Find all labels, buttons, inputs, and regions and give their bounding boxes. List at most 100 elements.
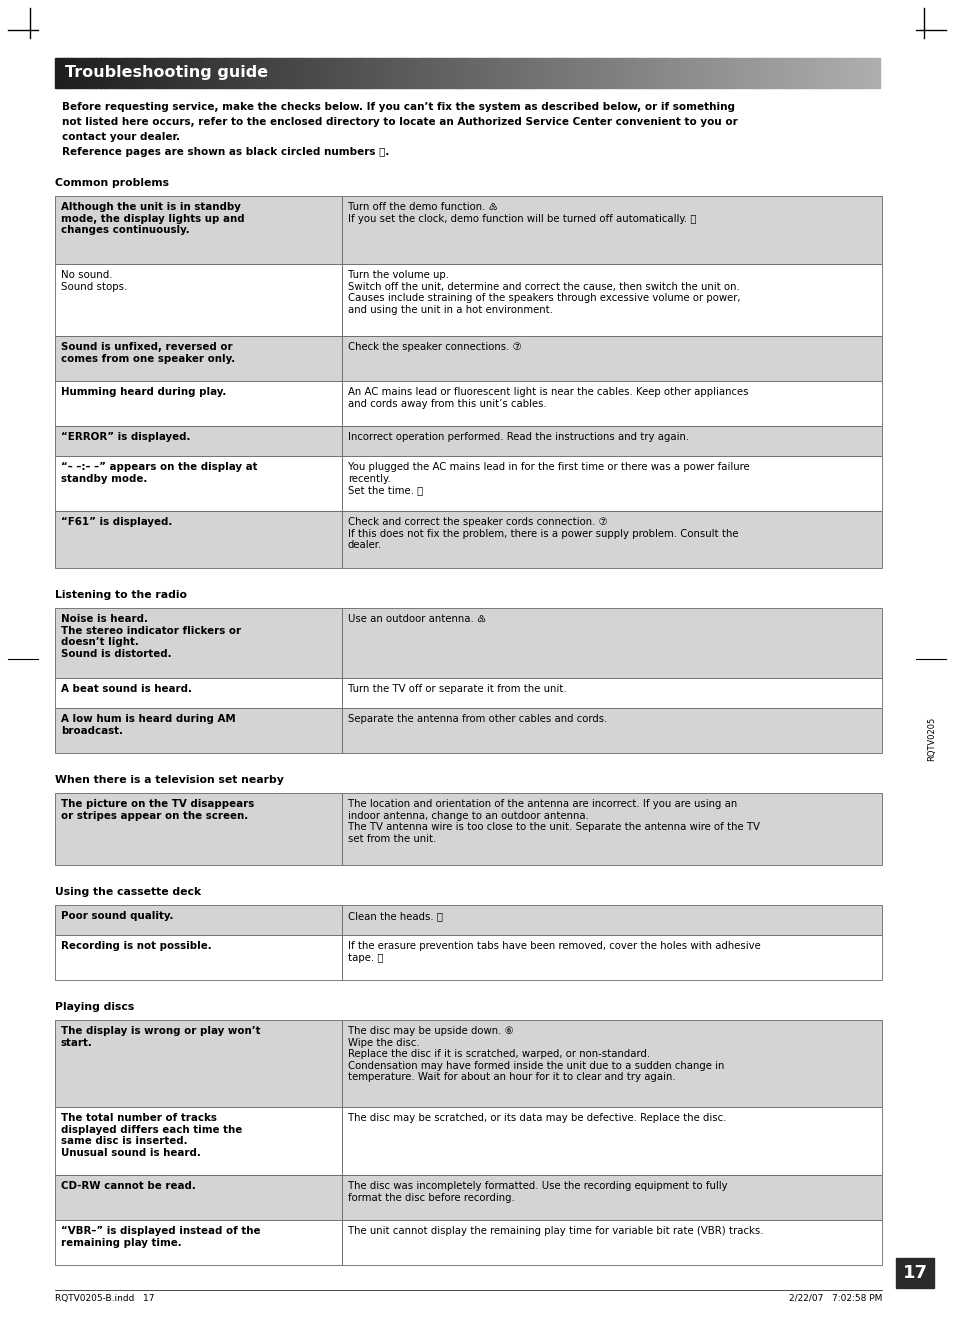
Bar	[434, 58, 438, 88]
Bar	[55, 336, 341, 381]
Bar	[834, 58, 839, 88]
Bar	[850, 58, 855, 88]
Text: A low hum is heard during AM
broadcast.: A low hum is heard during AM broadcast.	[61, 714, 235, 735]
Text: A beat sound is heard.: A beat sound is heard.	[61, 684, 192, 695]
Text: You plugged the AC mains lead in for the first time or there was a power failure: You plugged the AC mains lead in for the…	[348, 463, 749, 496]
Bar	[616, 58, 620, 88]
Bar	[517, 58, 521, 88]
Bar	[286, 58, 291, 88]
Bar	[611, 58, 616, 88]
Text: Use an outdoor antenna. ♷: Use an outdoor antenna. ♷	[348, 614, 486, 623]
Bar	[290, 58, 294, 88]
Bar	[801, 58, 805, 88]
Bar	[492, 58, 497, 88]
Bar	[55, 608, 341, 677]
Bar	[261, 58, 266, 88]
Bar	[341, 336, 882, 381]
Bar	[208, 58, 212, 88]
Bar	[632, 58, 637, 88]
Bar	[373, 58, 376, 88]
Bar	[55, 426, 341, 456]
Bar	[660, 58, 665, 88]
Bar	[451, 58, 456, 88]
Text: Turn off the demo function. ♷
If you set the clock, demo function will be turned: Turn off the demo function. ♷ If you set…	[348, 202, 696, 224]
Text: RQTV0205: RQTV0205	[926, 717, 936, 760]
Text: Playing discs: Playing discs	[55, 1002, 134, 1012]
Text: Common problems: Common problems	[55, 178, 169, 188]
Bar	[318, 58, 323, 88]
Bar	[389, 58, 394, 88]
Bar	[59, 58, 64, 88]
Bar	[174, 58, 179, 88]
Bar	[341, 934, 882, 981]
Bar	[341, 456, 882, 511]
Bar	[368, 58, 373, 88]
Bar	[298, 58, 303, 88]
Bar	[818, 58, 821, 88]
Bar	[458, 58, 463, 88]
Text: The disc may be scratched, or its data may be defective. Replace the disc.: The disc may be scratched, or its data m…	[348, 1112, 725, 1123]
Bar	[253, 58, 257, 88]
Bar	[471, 58, 476, 88]
Bar	[133, 58, 138, 88]
Text: Although the unit is in standby
mode, the display lights up and
changes continuo: Although the unit is in standby mode, th…	[61, 202, 244, 235]
Text: Clean the heads. ⑮: Clean the heads. ⑮	[348, 911, 442, 921]
Bar	[166, 58, 171, 88]
Bar	[109, 58, 113, 88]
Text: The total number of tracks
displayed differs each time the
same disc is inserted: The total number of tracks displayed dif…	[61, 1112, 242, 1157]
Bar	[541, 58, 546, 88]
Bar	[607, 58, 612, 88]
Text: Using the cassette deck: Using the cassette deck	[55, 887, 201, 898]
Bar	[341, 1220, 882, 1265]
Bar	[714, 58, 719, 88]
Bar	[809, 58, 814, 88]
Bar	[187, 58, 192, 88]
Bar	[55, 677, 341, 708]
Bar	[100, 58, 105, 88]
Bar	[141, 58, 146, 88]
Bar	[257, 58, 261, 88]
Bar	[591, 58, 596, 88]
Bar	[341, 905, 882, 934]
Text: Noise is heard.
The stereo indicator flickers or
doesn’t light.
Sound is distort: Noise is heard. The stereo indicator fli…	[61, 614, 241, 659]
Text: Sound is unfixed, reversed or
comes from one speaker only.: Sound is unfixed, reversed or comes from…	[61, 341, 234, 364]
Bar	[669, 58, 674, 88]
Bar	[838, 58, 842, 88]
Bar	[121, 58, 126, 88]
Bar	[830, 58, 834, 88]
Text: Recording is not possible.: Recording is not possible.	[61, 941, 212, 952]
Bar	[341, 793, 882, 865]
Text: 2/22/07   7:02:58 PM: 2/22/07 7:02:58 PM	[788, 1293, 882, 1302]
Bar	[341, 1020, 882, 1107]
Bar	[731, 58, 736, 88]
Bar	[80, 58, 84, 88]
Bar	[71, 58, 76, 88]
Bar	[508, 58, 513, 88]
Bar	[63, 58, 68, 88]
Bar	[265, 58, 270, 88]
Bar	[191, 58, 195, 88]
Text: Humming heard during play.: Humming heard during play.	[61, 387, 226, 397]
Bar	[751, 58, 756, 88]
Bar	[619, 58, 624, 88]
Bar	[665, 58, 669, 88]
Bar	[776, 58, 781, 88]
Bar	[710, 58, 715, 88]
Bar	[846, 58, 851, 88]
Bar	[895, 1257, 933, 1288]
Bar	[171, 58, 175, 88]
Bar	[797, 58, 801, 88]
Bar	[281, 58, 286, 88]
Bar	[747, 58, 752, 88]
Text: Before requesting service, make the checks below. If you can’t fix the system as: Before requesting service, make the chec…	[62, 101, 734, 112]
Bar	[628, 58, 633, 88]
Bar	[341, 608, 882, 677]
Text: contact your dealer.: contact your dealer.	[62, 132, 180, 142]
Bar	[162, 58, 167, 88]
Bar	[274, 58, 278, 88]
Text: Listening to the radio: Listening to the radio	[55, 590, 187, 600]
Bar	[55, 708, 341, 753]
Bar	[137, 58, 142, 88]
Text: 17: 17	[902, 1264, 926, 1282]
Bar	[146, 58, 151, 88]
